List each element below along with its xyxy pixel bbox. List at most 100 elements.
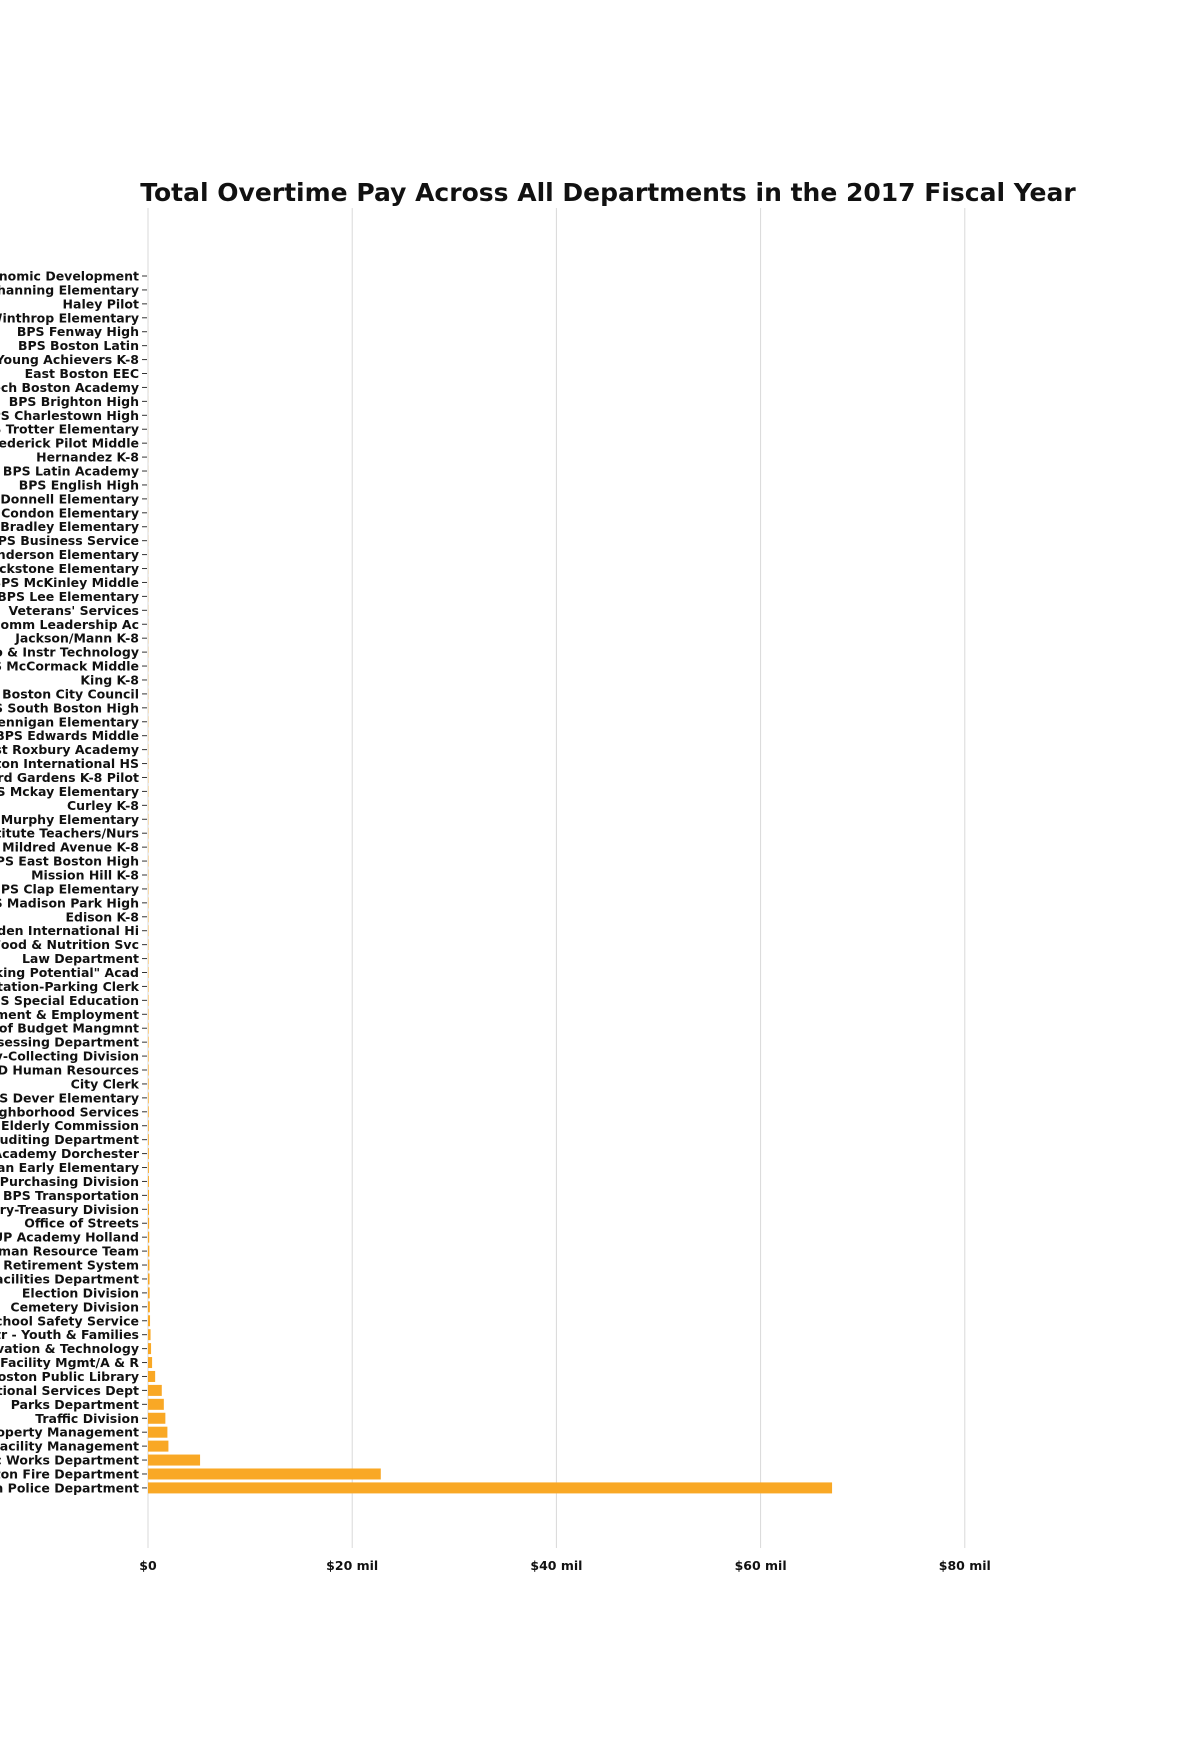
x-tick-label: $0 (139, 1558, 157, 1573)
category-label: Edison K-8 (65, 909, 139, 924)
category-label: O'Donnell Elementary (0, 491, 139, 506)
bar (148, 1245, 150, 1257)
category-label: Cemetery Division (10, 1299, 139, 1314)
category-label: eighborhood Services (0, 1104, 139, 1119)
category-label: BPS English High (19, 477, 139, 492)
bar (148, 1468, 381, 1480)
category-label: PS South Boston High (0, 700, 139, 715)
bar (148, 1412, 166, 1424)
category-label: ury-Treasury Division (0, 1202, 139, 1217)
category-label: pan Early Elementary (0, 1160, 139, 1175)
category-label: S Condon Elementary (0, 505, 139, 520)
category-label: roperty Management (0, 1425, 139, 1440)
category-label: ston International HS (0, 756, 139, 771)
category-label: titute Teachers/Nurs (0, 826, 139, 841)
category-label: ackstone Elementary (0, 561, 139, 576)
category-label: BPS Business Service (0, 533, 139, 548)
bar (148, 1050, 149, 1062)
category-label: King K-8 (80, 672, 139, 687)
category-label: Veterans' Services (9, 603, 139, 618)
category-label: S Murphy Elementary (0, 812, 139, 827)
category-label: Channing Elementary (0, 282, 139, 297)
category-label: BPS McKinley Middle (0, 575, 139, 590)
category-label: Academy Dorchester (0, 1146, 140, 1161)
category-label: S Facility Mgmt/A & R (0, 1355, 139, 1370)
category-label: Facilities Department (0, 1271, 139, 1286)
bar (148, 1064, 149, 1076)
category-label: wden International Hi (0, 923, 139, 938)
x-tick-label: $80 mil (939, 1558, 991, 1573)
bar (148, 1315, 151, 1327)
category-label: Law Department (22, 951, 139, 966)
category-label: UP Academy Holland (0, 1230, 139, 1245)
bar (148, 1036, 149, 1048)
bar (148, 1482, 833, 1494)
category-label: Traffic Division (35, 1411, 139, 1426)
x-axis-ticks: $0 $20 mil $40 mil $60 mil $80 mil (139, 1558, 991, 1573)
category-label: e of Budget Mangmnt (0, 1021, 139, 1036)
category-label: BPS Brighton High (9, 394, 139, 409)
category-label: Winthrop Elementary (0, 310, 139, 325)
bar (148, 1343, 152, 1355)
bar (148, 1384, 162, 1396)
category-label: Comm Leadership Ac (0, 617, 139, 632)
category-label: City Clerk (71, 1076, 140, 1091)
category-label: PS Trotter Elementary (0, 422, 139, 437)
category-label: PS Dever Elementary (0, 1090, 139, 1105)
category-label: fo & Instr Technology (0, 645, 139, 660)
category-label: Boston Public Library (0, 1369, 139, 1384)
category-label: Jackson/Mann K-8 (14, 631, 139, 646)
x-tick-label: $40 mil (530, 1558, 582, 1573)
bar (148, 1398, 164, 1410)
category-label: BPS Boston Latin (18, 338, 139, 353)
category-label: Hernandez K-8 (36, 450, 139, 465)
bar (148, 1120, 149, 1132)
bar (148, 1287, 150, 1299)
category-label: Office of Streets (24, 1216, 139, 1231)
category-label: PS Madison Park High (0, 895, 139, 910)
category-label: uman Resource Team (0, 1244, 139, 1259)
category-label: Mildred Avenue K-8 (2, 840, 139, 855)
bar (148, 1092, 149, 1104)
bar (148, 1189, 149, 1201)
bar (148, 1148, 149, 1160)
bar (148, 1259, 150, 1271)
bar (148, 1370, 156, 1382)
category-label: SD Human Resources (0, 1063, 139, 1078)
category-label: ement & Employment (0, 1007, 139, 1022)
bar (148, 1022, 149, 1034)
category-label: Auditing Department (0, 1132, 139, 1147)
category-label: PS Mckay Elementary (0, 784, 139, 799)
category-label: Haley Pilot (63, 296, 139, 311)
category-label: PS Charlestown High (0, 408, 139, 423)
bar (148, 1454, 201, 1466)
category-label: rederick Pilot Middle (0, 436, 139, 451)
category-label: n Retirement System (0, 1258, 139, 1273)
category-label: Parks Department (11, 1397, 139, 1412)
category-label: BPS Latin Academy (3, 464, 139, 479)
bar (148, 1329, 151, 1341)
category-label: S Bradley Elementary (0, 519, 139, 534)
category-label: BPS Transportation (3, 1188, 139, 1203)
category-label: D Purchasing Division (0, 1174, 139, 1189)
category-label: BPS Clap Elementary (0, 881, 139, 896)
category-label: Food & Nutrition Svc (0, 937, 139, 952)
category-label: School Safety Service (0, 1313, 139, 1328)
bar (148, 1357, 153, 1369)
category-label: ctional Services Dept (0, 1383, 139, 1398)
category-label: Facility Management (0, 1439, 139, 1454)
bar (148, 1231, 150, 1243)
grid-layer (147, 208, 966, 1548)
category-label: Young Achievers K-8 (0, 352, 139, 367)
category-label: BPS Lee Elementary (0, 589, 139, 604)
bar (148, 1078, 149, 1090)
category-label: cking Potential" Acad (0, 965, 139, 980)
category-label: ovation & Technology (0, 1341, 139, 1356)
category-label: ssessing Department (0, 1035, 139, 1050)
bar (148, 1134, 149, 1146)
category-label: ech Boston Academy (0, 380, 139, 395)
category-label: ic Works Department (0, 1453, 139, 1468)
bar (148, 1440, 169, 1452)
